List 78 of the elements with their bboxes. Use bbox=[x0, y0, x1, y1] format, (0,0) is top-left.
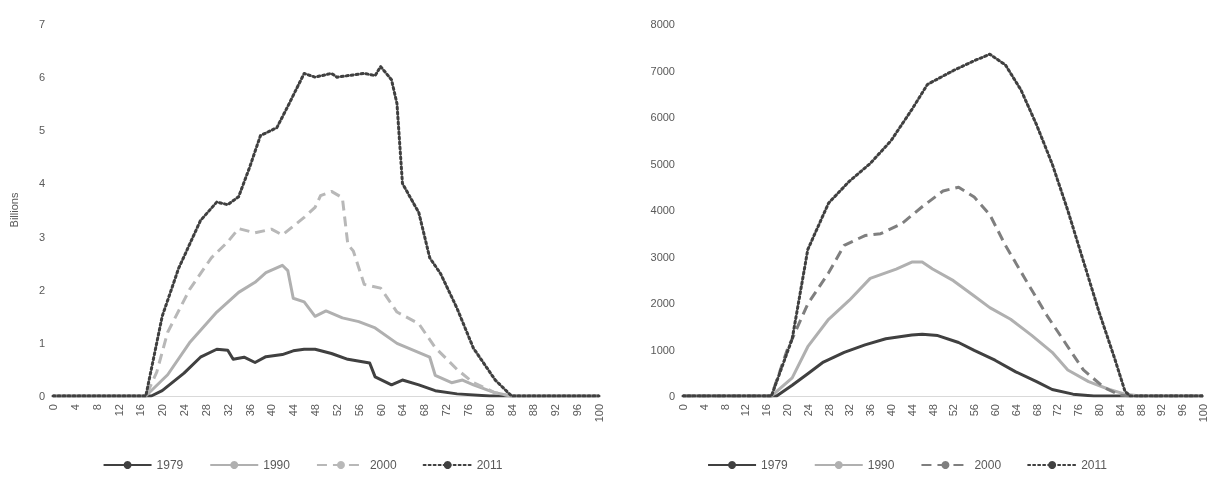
x-tick-label: 32 bbox=[843, 404, 856, 417]
x-tick-label: 52 bbox=[330, 404, 343, 417]
x-tick-label: 4 bbox=[697, 404, 710, 411]
y-tick-label: 0 bbox=[38, 390, 45, 402]
x-tick-label: 80 bbox=[483, 404, 496, 417]
y-tick-label: 2000 bbox=[650, 297, 675, 309]
x-tick-label: 44 bbox=[905, 404, 918, 417]
x-tick-label: 36 bbox=[243, 404, 256, 417]
y-tick-label: 0 bbox=[668, 390, 675, 402]
legend-label: 2011 bbox=[1081, 458, 1108, 472]
x-tick-label: 28 bbox=[822, 404, 835, 417]
x-tick-label: 40 bbox=[265, 404, 278, 417]
y-tick-label: 5 bbox=[38, 124, 45, 137]
x-tick-label: 20 bbox=[781, 404, 793, 417]
legend-label: 2000 bbox=[369, 458, 397, 472]
x-tick-label: 76 bbox=[1072, 404, 1085, 417]
legend-label: 1979 bbox=[761, 458, 789, 472]
y-axis-title: Billions bbox=[7, 192, 20, 228]
x-tick-label: 92 bbox=[549, 404, 562, 417]
x-tick-label: 84 bbox=[1113, 404, 1126, 417]
x-tick-label: 56 bbox=[352, 404, 365, 417]
x-tick-label: 32 bbox=[221, 404, 234, 417]
x-tick-label: 88 bbox=[1134, 404, 1147, 417]
y-tick-label: 4 bbox=[38, 177, 45, 190]
x-tick-label: 56 bbox=[968, 404, 981, 417]
y-tick-label: 6 bbox=[38, 71, 45, 84]
x-tick-label: 12 bbox=[739, 404, 752, 417]
y-tick-label: 6000 bbox=[650, 111, 675, 123]
x-tick-label: 72 bbox=[1051, 404, 1064, 417]
x-tick-label: 52 bbox=[947, 404, 960, 417]
legend-label: 1990 bbox=[263, 458, 291, 472]
x-tick-label: 16 bbox=[134, 404, 147, 417]
x-tick-label: 24 bbox=[801, 404, 814, 417]
x-tick-label: 44 bbox=[287, 404, 300, 417]
x-tick-label: 0 bbox=[677, 404, 689, 411]
legend-label: 2000 bbox=[974, 458, 1002, 472]
x-tick-label: 20 bbox=[156, 404, 169, 417]
x-tick-label: 72 bbox=[440, 404, 453, 417]
x-tick-label: 4 bbox=[68, 404, 81, 411]
x-tick-label: 24 bbox=[178, 404, 191, 417]
y-tick-label: 5000 bbox=[650, 157, 675, 170]
x-tick-label: 48 bbox=[309, 404, 322, 417]
y-tick-label: 3000 bbox=[650, 250, 675, 263]
x-tick-label: 84 bbox=[505, 404, 518, 417]
x-tick-label: 28 bbox=[199, 404, 212, 417]
x-tick-label: 64 bbox=[1009, 404, 1022, 417]
x-tick-label: 40 bbox=[885, 404, 897, 417]
y-tick-label: 7 bbox=[38, 18, 45, 30]
legend-label: 2011 bbox=[476, 458, 503, 472]
x-tick-label: 8 bbox=[90, 404, 103, 411]
y-tick-label: 8000 bbox=[650, 18, 675, 30]
x-tick-label: 92 bbox=[1155, 404, 1168, 417]
x-tick-label: 68 bbox=[1030, 404, 1043, 417]
y-tick-label: 2 bbox=[38, 283, 45, 296]
x-tick-label: 100 bbox=[1197, 404, 1209, 423]
x-tick-label: 80 bbox=[1093, 404, 1105, 417]
y-tick-label: 7000 bbox=[650, 64, 675, 77]
y-tick-label: 1000 bbox=[650, 343, 675, 356]
x-tick-label: 16 bbox=[760, 404, 773, 417]
x-tick-label: 100 bbox=[593, 404, 605, 423]
x-tick-label: 76 bbox=[461, 404, 474, 417]
x-tick-label: 8 bbox=[718, 404, 731, 411]
x-tick-label: 60 bbox=[374, 404, 387, 417]
x-tick-label: 68 bbox=[418, 404, 431, 417]
x-tick-label: 60 bbox=[989, 404, 1001, 417]
x-tick-label: 0 bbox=[47, 404, 59, 411]
y-tick-label: 4000 bbox=[650, 204, 675, 216]
x-tick-label: 88 bbox=[527, 404, 540, 417]
x-tick-label: 12 bbox=[112, 404, 125, 417]
y-tick-label: 1 bbox=[38, 336, 45, 349]
x-tick-label: 36 bbox=[864, 404, 877, 417]
y-tick-label: 3 bbox=[38, 230, 45, 243]
x-tick-label: 48 bbox=[926, 404, 939, 417]
legend-label: 1979 bbox=[156, 458, 184, 472]
x-tick-label: 96 bbox=[1176, 404, 1189, 417]
x-tick-label: 64 bbox=[396, 404, 409, 417]
legend-label: 1990 bbox=[867, 458, 895, 472]
x-tick-label: 96 bbox=[571, 404, 584, 417]
